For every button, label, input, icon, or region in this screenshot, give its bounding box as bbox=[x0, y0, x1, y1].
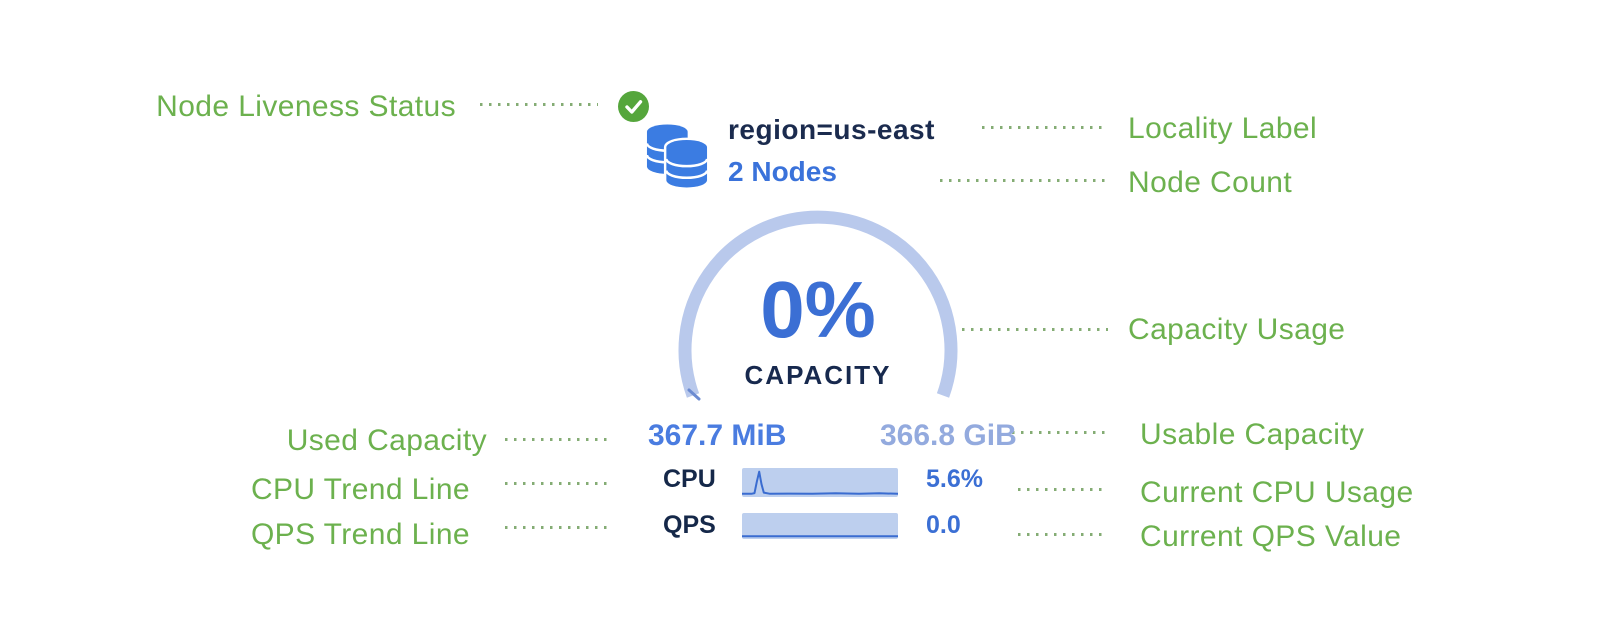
qps-value: 0.0 bbox=[926, 511, 961, 539]
annotation-current-cpu-usage: Current CPU Usage bbox=[1140, 476, 1414, 509]
annotation-node-liveness-status: Node Liveness Status bbox=[156, 90, 456, 123]
annotation-cpu-trend-line: CPU Trend Line bbox=[250, 473, 470, 506]
capacity-gauge-arc bbox=[678, 210, 958, 401]
leader-line-locality bbox=[982, 126, 1106, 129]
leader-line-capacity-usage bbox=[962, 328, 1108, 331]
leader-line-usable-capacity bbox=[1012, 431, 1106, 434]
annotation-qps-trend-line: QPS Trend Line bbox=[250, 518, 470, 551]
annotation-locality-label: Locality Label bbox=[1128, 112, 1318, 145]
annotation-node-count: Node Count bbox=[1128, 166, 1293, 199]
locality-label-value: region=us-east bbox=[728, 114, 935, 145]
annotation-usable-capacity: Usable Capacity bbox=[1140, 418, 1365, 451]
annotation-used-capacity: Used Capacity bbox=[286, 424, 487, 457]
database-stack-icon bbox=[646, 124, 708, 188]
annotation-current-qps-value: Current QPS Value bbox=[1140, 520, 1402, 553]
node-count-value: 2 Nodes bbox=[728, 156, 837, 187]
gauge-zero-tick bbox=[687, 388, 701, 401]
leader-line-current-qps bbox=[1018, 533, 1106, 536]
node-region-card[interactable]: region=us-east 2 Nodes 0% CAPACITY 367.7… bbox=[618, 88, 1020, 544]
capacity-caption: CAPACITY bbox=[744, 360, 892, 390]
leader-line-node-liveness bbox=[480, 103, 598, 106]
cpu-usage-value: 5.6% bbox=[926, 465, 983, 493]
leader-line-qps-trend bbox=[505, 526, 610, 529]
capacity-percent-value: 0% bbox=[760, 265, 876, 354]
leader-line-current-cpu bbox=[1018, 488, 1106, 491]
annotation-capacity-usage: Capacity Usage bbox=[1128, 313, 1346, 346]
usable-capacity-value: 366.8 GiB bbox=[880, 419, 1017, 452]
leader-line-node-count bbox=[940, 179, 1106, 182]
cpu-label: CPU bbox=[663, 465, 716, 493]
qps-label: QPS bbox=[663, 511, 716, 539]
db-front-stack bbox=[663, 137, 708, 188]
leader-line-used-capacity bbox=[505, 438, 610, 441]
used-capacity-value: 367.7 MiB bbox=[648, 419, 787, 452]
leader-line-cpu-trend bbox=[505, 482, 610, 485]
qps-sparkline bbox=[742, 513, 898, 539]
cpu-sparkline bbox=[742, 468, 898, 497]
check-circle-icon bbox=[618, 91, 649, 122]
